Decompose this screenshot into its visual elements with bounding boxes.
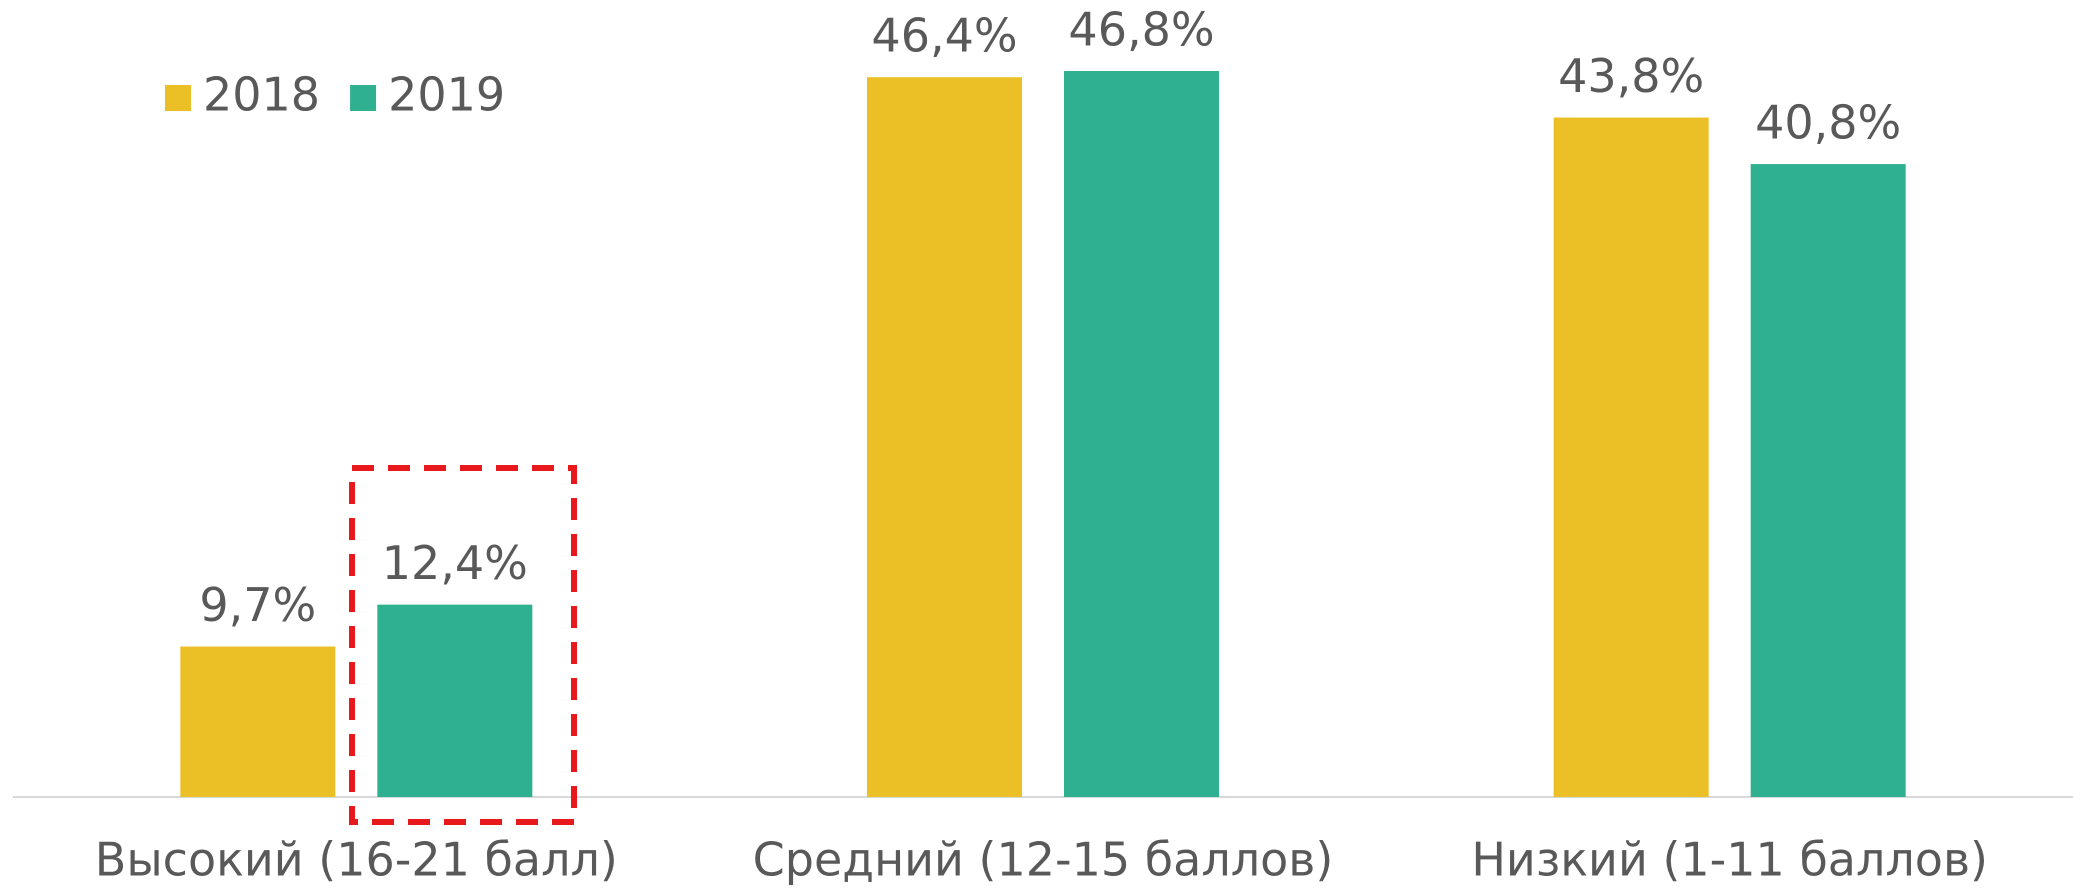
bar — [1553, 117, 1709, 798]
highlight-box — [349, 465, 577, 825]
legend-swatch — [350, 85, 377, 111]
legend-swatch — [165, 85, 191, 111]
x-tick-label: Высокий (16-21 балл) — [95, 833, 618, 887]
x-tick-label: Низкий (1-11 баллов) — [1471, 833, 1988, 887]
value-label: 46,4% — [871, 9, 1017, 63]
x-tick-label: Средний (12-15 баллов) — [753, 833, 1334, 887]
value-label: 46,8% — [1068, 3, 1214, 57]
bar — [377, 604, 533, 797]
value-label: 12,4% — [382, 536, 528, 590]
value-label: 43,8% — [1558, 49, 1704, 103]
value-label: 40,8% — [1755, 96, 1901, 150]
bar — [1750, 164, 1906, 798]
bar — [180, 646, 336, 797]
value-label: 9,7% — [199, 578, 316, 632]
legend-label: 2018 — [203, 68, 320, 122]
bar — [867, 77, 1022, 797]
legend-label: 2019 — [388, 68, 505, 122]
bar — [1064, 71, 1219, 797]
